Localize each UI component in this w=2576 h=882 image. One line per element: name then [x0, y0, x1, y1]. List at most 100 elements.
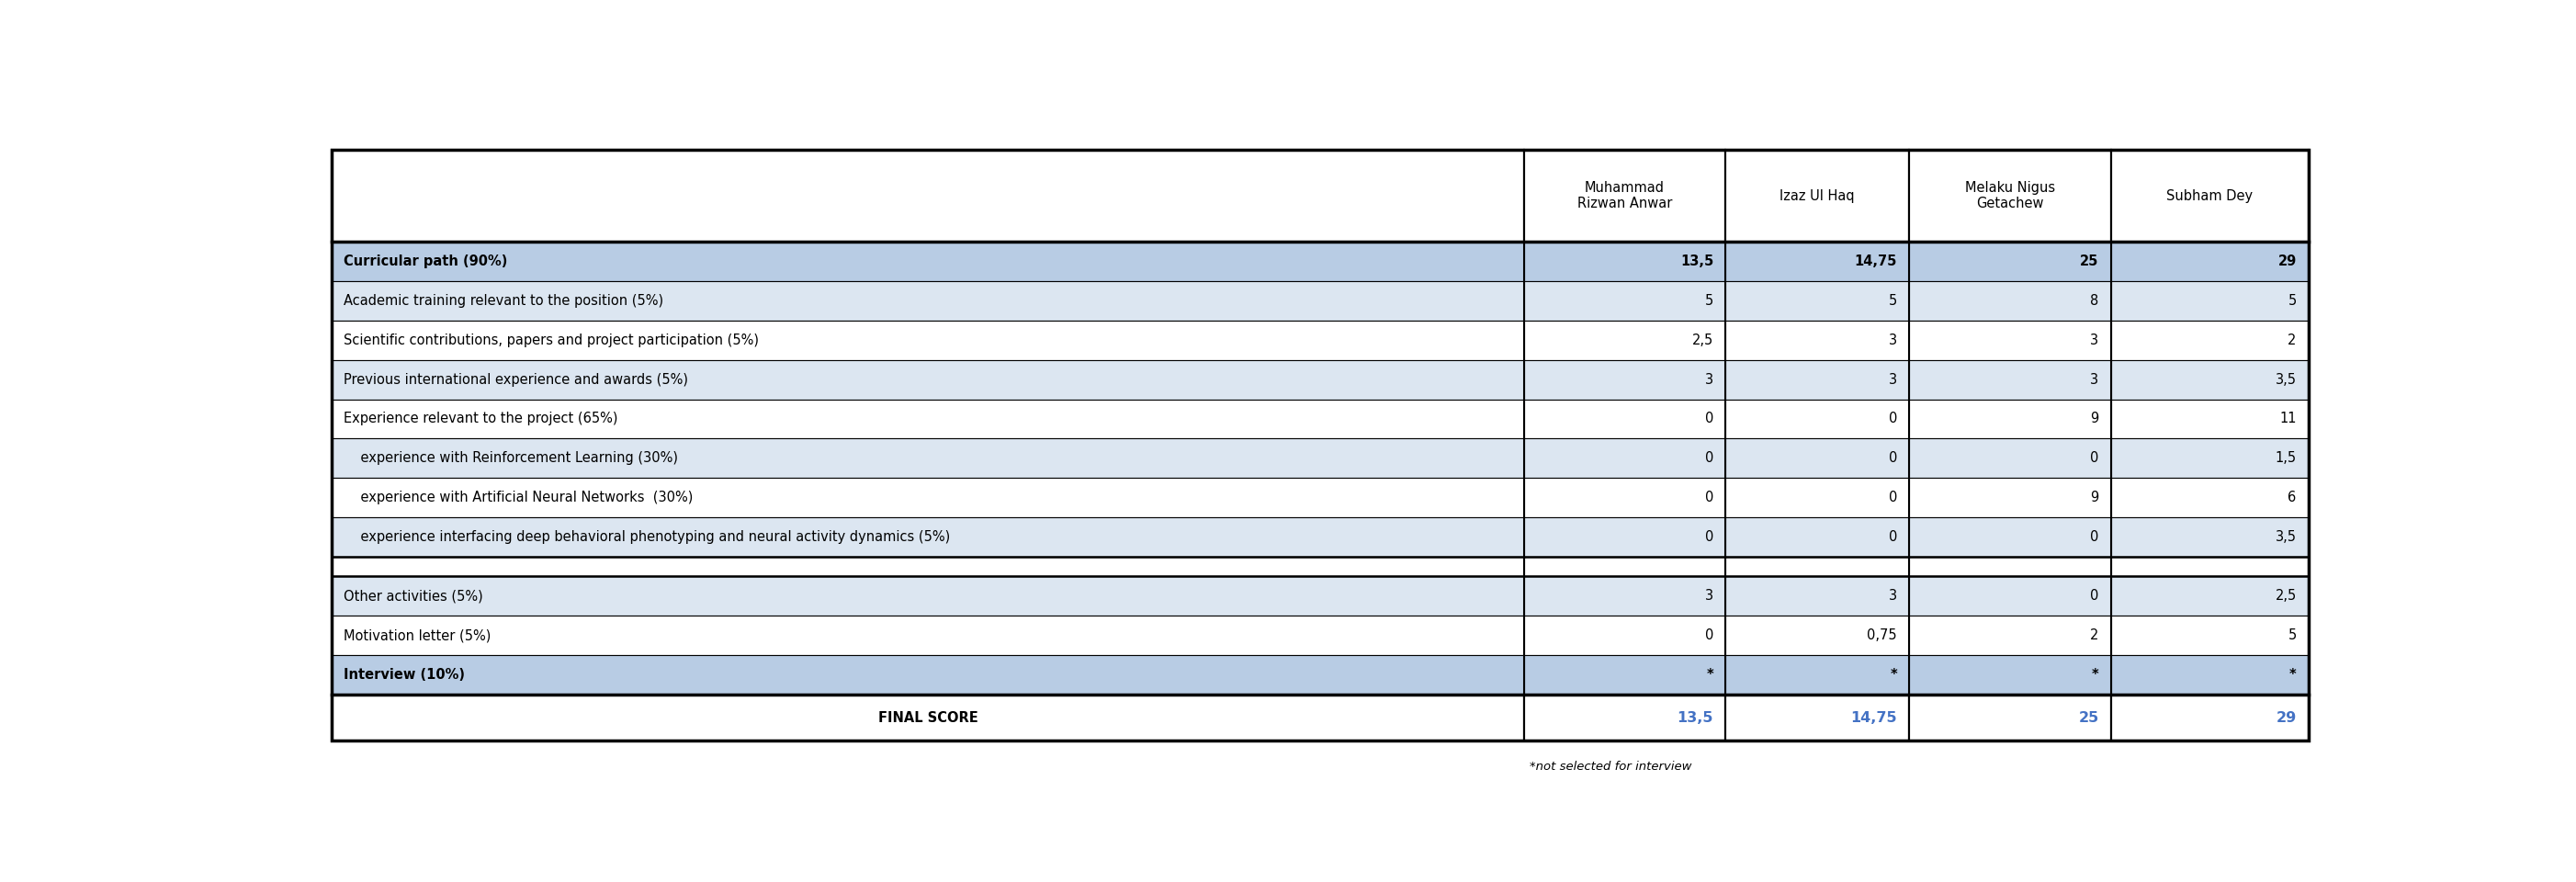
Bar	[1525, 577, 1726, 616]
Bar	[1525, 281, 1726, 320]
Bar	[332, 242, 1525, 281]
Bar	[1726, 438, 1909, 478]
Text: 3: 3	[1705, 372, 1713, 386]
Bar	[2110, 150, 2308, 242]
Text: 0: 0	[1888, 490, 1896, 505]
Bar	[1726, 242, 1909, 281]
Text: 3: 3	[1888, 372, 1896, 386]
Bar	[332, 438, 1525, 478]
Bar	[2110, 695, 2308, 741]
Text: Subham Dey: Subham Dey	[2166, 189, 2254, 203]
Text: 0,75: 0,75	[1868, 629, 1896, 642]
Bar	[2110, 360, 2308, 400]
Bar	[1726, 150, 1909, 242]
Bar	[332, 281, 1525, 320]
Text: *: *	[2290, 668, 2295, 682]
Text: 9: 9	[2089, 412, 2099, 426]
Bar	[1726, 478, 1909, 518]
Text: 13,5: 13,5	[1680, 255, 1713, 268]
Bar	[2110, 242, 2308, 281]
Bar	[1909, 242, 2110, 281]
Text: FINAL SCORE: FINAL SCORE	[878, 711, 979, 725]
Bar	[1525, 655, 1726, 695]
Bar	[1726, 577, 1909, 616]
Text: experience with Artificial Neural Networks  (30%): experience with Artificial Neural Networ…	[345, 490, 693, 505]
Bar	[1909, 281, 2110, 320]
Text: 2: 2	[2089, 629, 2099, 642]
Bar	[2110, 518, 2308, 557]
Bar	[2110, 400, 2308, 438]
Text: 13,5: 13,5	[1677, 711, 1713, 725]
Text: 0: 0	[1705, 490, 1713, 505]
Text: 3: 3	[1888, 333, 1896, 347]
Bar	[332, 616, 1525, 655]
Bar	[332, 695, 1525, 741]
Bar	[1525, 695, 1726, 741]
Text: Academic training relevant to the position (5%): Academic training relevant to the positi…	[345, 294, 665, 308]
Bar	[1909, 400, 2110, 438]
Text: 0: 0	[1705, 629, 1713, 642]
Text: 29: 29	[2277, 711, 2295, 725]
Text: 25: 25	[2079, 711, 2099, 725]
Bar	[1525, 518, 1726, 557]
Text: Scientific contributions, papers and project participation (5%): Scientific contributions, papers and pro…	[345, 333, 760, 347]
Bar	[1726, 281, 1909, 320]
Text: 3: 3	[2089, 372, 2099, 386]
Bar	[1726, 616, 1909, 655]
Bar	[332, 478, 1525, 518]
Text: 0: 0	[2089, 452, 2099, 465]
Text: Melaku Nigus
Getachew: Melaku Nigus Getachew	[1965, 181, 2056, 211]
Text: 0: 0	[1888, 412, 1896, 426]
Bar	[1525, 320, 1726, 360]
Bar	[332, 360, 1525, 400]
Bar	[332, 320, 1525, 360]
Text: 0: 0	[1705, 530, 1713, 544]
Text: 8: 8	[2089, 294, 2099, 308]
Text: 11: 11	[2280, 412, 2295, 426]
Bar	[2110, 557, 2308, 577]
Bar	[1726, 518, 1909, 557]
Text: 0: 0	[2089, 530, 2099, 544]
Bar	[332, 150, 2308, 741]
Text: 6: 6	[2287, 490, 2295, 505]
Bar	[1525, 400, 1726, 438]
Text: 25: 25	[2079, 255, 2099, 268]
Bar	[1909, 150, 2110, 242]
Bar	[1726, 655, 1909, 695]
Bar	[1525, 478, 1726, 518]
Text: 5: 5	[2287, 629, 2295, 642]
Text: Other activities (5%): Other activities (5%)	[345, 589, 484, 603]
Bar	[1909, 518, 2110, 557]
Bar	[332, 518, 1525, 557]
Bar	[1909, 616, 2110, 655]
Text: Curricular path (90%): Curricular path (90%)	[345, 255, 507, 268]
Text: *: *	[2092, 668, 2099, 682]
Bar	[1525, 557, 1726, 577]
Text: *: *	[1705, 668, 1713, 682]
Bar	[1525, 242, 1726, 281]
Text: 3: 3	[2089, 333, 2099, 347]
Bar	[1726, 320, 1909, 360]
Text: Previous international experience and awards (5%): Previous international experience and aw…	[345, 372, 688, 386]
Bar	[2110, 478, 2308, 518]
Text: *not selected for interview: *not selected for interview	[1530, 760, 1692, 773]
Text: 5: 5	[2287, 294, 2295, 308]
Bar	[1909, 695, 2110, 741]
Text: 14,75: 14,75	[1850, 711, 1896, 725]
Text: 5: 5	[1888, 294, 1896, 308]
Bar	[1525, 616, 1726, 655]
Bar	[2110, 438, 2308, 478]
Text: 3: 3	[1705, 589, 1713, 603]
Text: 3: 3	[1888, 589, 1896, 603]
Text: experience with Reinforcement Learning (30%): experience with Reinforcement Learning (…	[345, 452, 677, 465]
Text: 14,75: 14,75	[1855, 255, 1896, 268]
Bar	[332, 400, 1525, 438]
Bar	[1726, 695, 1909, 741]
Bar	[332, 655, 1525, 695]
Text: 9: 9	[2089, 490, 2099, 505]
Bar	[2110, 655, 2308, 695]
Bar	[1726, 557, 1909, 577]
Text: 0: 0	[1705, 452, 1713, 465]
Bar	[1909, 320, 2110, 360]
Text: 0: 0	[1705, 412, 1713, 426]
